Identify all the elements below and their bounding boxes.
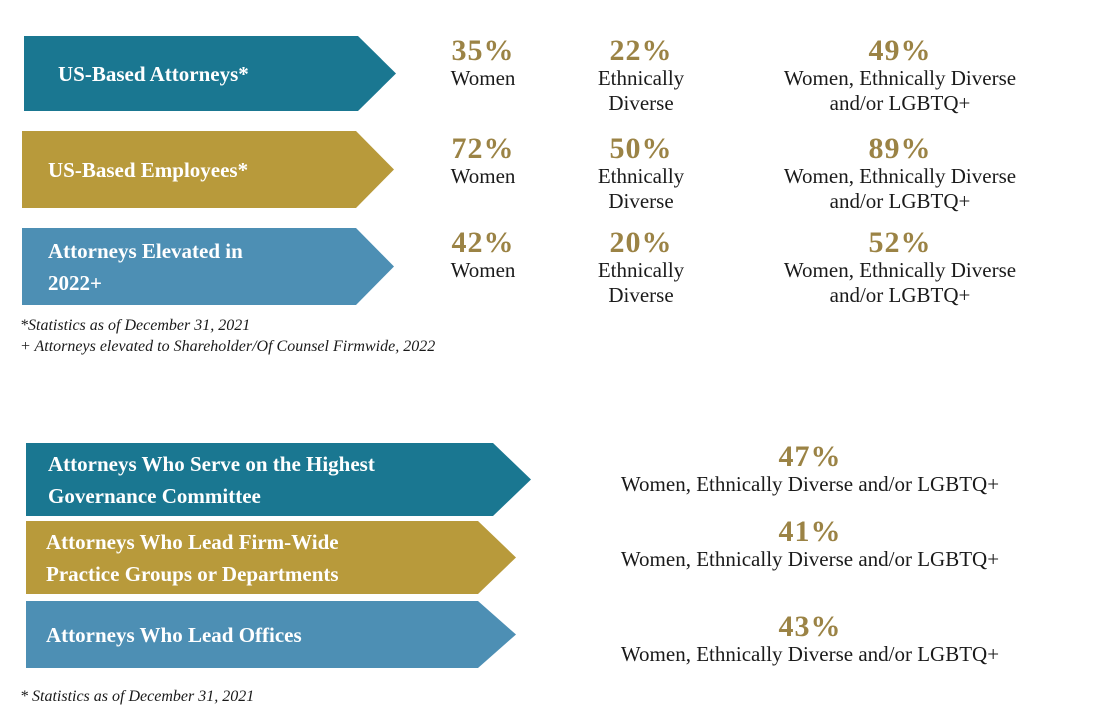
stat-value: 47% bbox=[778, 440, 842, 473]
stat-label-line1: Ethnically bbox=[597, 258, 685, 282]
stat-women: 35% Women bbox=[423, 36, 543, 91]
category-office-leaders: Attorneys Who Lead Offices bbox=[26, 601, 516, 668]
category-practice-group-leaders: Attorneys Who Lead Firm-Wide Practice Gr… bbox=[26, 521, 516, 594]
category-label: US-Based Attorneys* bbox=[58, 61, 249, 86]
stat-label-line2: Diverse bbox=[608, 283, 674, 307]
category-label-line1: Attorneys Elevated in bbox=[48, 238, 243, 263]
stat-label-line1: Women, Ethnically Diverse bbox=[783, 66, 1017, 90]
stat-label: Women, Ethnically Diverse and/or LGBTQ+ bbox=[620, 547, 1000, 571]
stat-value: 43% bbox=[778, 610, 842, 643]
stat-label: Women bbox=[450, 164, 516, 188]
stat-value: 49% bbox=[868, 34, 932, 67]
stat-combined: 89% Women, Ethnically Diverse and/or LGB… bbox=[750, 134, 1050, 214]
footnote-line1: * Statistics as of December 31, 2021 bbox=[20, 688, 255, 705]
stat-value: 89% bbox=[868, 132, 932, 165]
footnote-line1: *Statistics as of December 31, 2021 bbox=[20, 317, 251, 334]
stat-ethnically-diverse: 20% Ethnically Diverse bbox=[571, 228, 711, 308]
stat-label-line2: and/or LGBTQ+ bbox=[829, 91, 971, 115]
category-us-based-attorneys: US-Based Attorneys* bbox=[24, 36, 396, 111]
stat-label: Women bbox=[450, 258, 516, 282]
stat-label: Women, Ethnically Diverse and/or LGBTQ+ bbox=[620, 642, 1000, 666]
stat-label-line1: Women, Ethnically Diverse bbox=[783, 164, 1017, 188]
stat-value: 22% bbox=[609, 34, 673, 67]
stat-combined: 43% Women, Ethnically Diverse and/or LGB… bbox=[580, 612, 1040, 667]
stat-label-line2: Diverse bbox=[608, 189, 674, 213]
stat-value: 35% bbox=[451, 34, 515, 67]
stat-label-line2: Diverse bbox=[608, 91, 674, 115]
category-label-line2: Practice Groups or Departments bbox=[46, 561, 339, 586]
stat-label: Women, Ethnically Diverse and/or LGBTQ+ bbox=[620, 472, 1000, 496]
stat-women: 42% Women bbox=[423, 228, 543, 283]
category-label-line1: Attorneys Who Lead Firm-Wide bbox=[46, 529, 339, 554]
stat-value: 41% bbox=[778, 515, 842, 548]
category-label: Attorneys Who Lead Offices bbox=[46, 622, 302, 647]
category-label-line1: Attorneys Who Serve on the Highest bbox=[48, 451, 375, 476]
stat-label-line1: Women, Ethnically Diverse bbox=[783, 258, 1017, 282]
stat-label: Women bbox=[450, 66, 516, 90]
stat-combined: 41% Women, Ethnically Diverse and/or LGB… bbox=[580, 517, 1040, 572]
category-label: US-Based Employees* bbox=[48, 157, 249, 182]
stat-women: 72% Women bbox=[423, 134, 543, 189]
stat-label-line1: Ethnically bbox=[597, 164, 685, 188]
stat-ethnically-diverse: 22% Ethnically Diverse bbox=[571, 36, 711, 116]
footnote-line2: + Attorneys elevated to Shareholder/Of C… bbox=[20, 338, 436, 355]
stat-combined: 52% Women, Ethnically Diverse and/or LGB… bbox=[750, 228, 1050, 308]
stat-value: 72% bbox=[451, 132, 515, 165]
category-governance-committee: Attorneys Who Serve on the Highest Gover… bbox=[26, 443, 531, 516]
category-label-line2: Governance Committee bbox=[48, 483, 261, 508]
stat-combined: 47% Women, Ethnically Diverse and/or LGB… bbox=[580, 442, 1040, 497]
stat-value: 42% bbox=[451, 226, 515, 259]
stat-label-line2: and/or LGBTQ+ bbox=[829, 283, 971, 307]
category-attorneys-elevated: Attorneys Elevated in 2022+ bbox=[22, 228, 394, 305]
stat-combined: 49% Women, Ethnically Diverse and/or LGB… bbox=[750, 36, 1050, 116]
category-label-line2: 2022+ bbox=[48, 270, 102, 295]
stat-value: 52% bbox=[868, 226, 932, 259]
stat-value: 50% bbox=[609, 132, 673, 165]
footnote: *Statistics as of December 31, 2021 + At… bbox=[20, 315, 435, 357]
category-us-based-employees: US-Based Employees* bbox=[22, 131, 394, 208]
stat-label-line2: and/or LGBTQ+ bbox=[829, 189, 971, 213]
stat-label-line1: Ethnically bbox=[597, 66, 685, 90]
stat-ethnically-diverse: 50% Ethnically Diverse bbox=[571, 134, 711, 214]
footnote: * Statistics as of December 31, 2021 bbox=[20, 686, 254, 707]
stat-value: 20% bbox=[609, 226, 673, 259]
